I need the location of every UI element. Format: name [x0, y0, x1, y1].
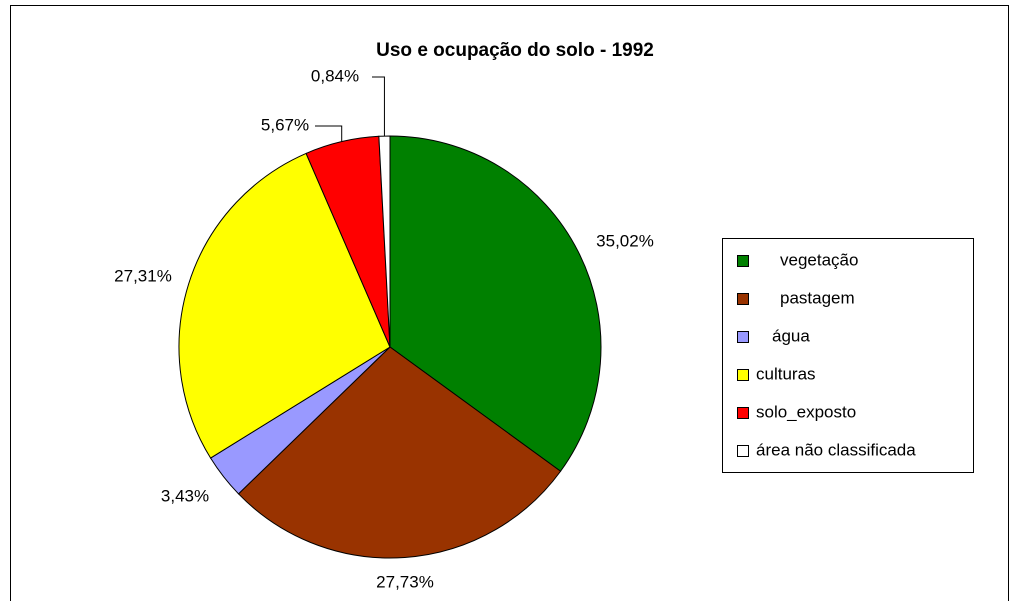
- data-label: 0,84%: [311, 66, 359, 85]
- pie-slice: [389, 135, 602, 472]
- legend-box: [722, 238, 974, 473]
- data-label: 35,02%: [596, 231, 654, 250]
- pie-slice: [237, 346, 562, 559]
- legend-swatch: [737, 369, 749, 381]
- leader-line: [372, 76, 385, 137]
- data-label: 27,73%: [376, 572, 434, 591]
- pie-slice: [178, 152, 391, 459]
- legend-swatch: [737, 255, 749, 267]
- legend-label: solo_exposto: [756, 402, 856, 421]
- legend-label: área não classificada: [756, 440, 916, 459]
- legend-label: culturas: [756, 364, 816, 383]
- legend-swatch: [737, 407, 749, 419]
- legend-label: vegetação: [780, 250, 858, 269]
- data-label: 3,43%: [161, 486, 209, 505]
- chart-title: Uso e ocupação do solo - 1992: [376, 40, 654, 61]
- data-label: 5,67%: [261, 115, 309, 134]
- legend-swatch: [737, 293, 749, 305]
- pie-slice: [378, 135, 391, 348]
- legend-label: pastagem: [780, 288, 855, 307]
- legend-swatch: [737, 445, 749, 457]
- legend-swatch: [737, 331, 749, 343]
- legend-label: água: [772, 326, 810, 345]
- data-label: 27,31%: [114, 266, 172, 285]
- leader-line: [315, 125, 343, 142]
